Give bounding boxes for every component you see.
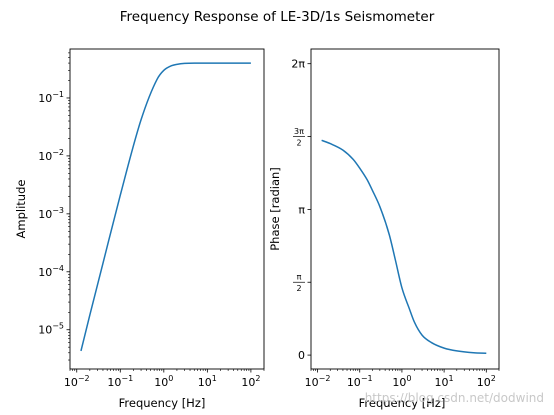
amplitude-plot: 10−2 10−1 100 101 102 10−5 10−4 10−3 10−2 10−1 F… <box>14 48 265 410</box>
svg-text:3π: 3π <box>294 127 304 136</box>
svg-text:π: π <box>297 273 302 282</box>
phase-xtick-label: 10−1 <box>347 374 373 389</box>
amplitude-ytick-labels: 10−5 10−4 10−3 10−2 10−1 <box>38 90 64 337</box>
amplitude-y-axis-label: Amplitude <box>14 180 28 239</box>
amplitude-ytick-label: 10−1 <box>38 90 64 105</box>
svg-text:2: 2 <box>296 139 301 148</box>
phase-series-line <box>321 139 487 354</box>
phase-y-axis-label: Phase [radian] <box>268 167 282 251</box>
phase-xtick-label: 101 <box>435 374 454 389</box>
amplitude-ytick-label: 10−2 <box>38 148 64 163</box>
watermark: https://blog.csdn.net/dodwind <box>365 391 544 405</box>
amplitude-ytick-label: 10−5 <box>38 322 64 337</box>
figure-title: Frequency Response of LE-3D/1s Seismomet… <box>120 9 435 25</box>
phase-x-axis-label: Frequency [Hz] <box>359 396 446 410</box>
phase-xtick-label: 102 <box>477 374 496 389</box>
amplitude-axes-frame <box>69 48 265 370</box>
amplitude-ytick-label: 10−4 <box>38 264 64 279</box>
phase-ytick-label: 3π2 <box>293 127 305 148</box>
amplitude-series-line <box>80 62 251 352</box>
amplitude-xtick-label: 102 <box>241 374 260 389</box>
amplitude-ytick-label: 10−3 <box>38 206 64 221</box>
amplitude-x-axis-label: Frequency [Hz] <box>119 396 206 410</box>
phase-ytick-label: 0 <box>298 349 305 362</box>
phase-ytick-label: π <box>298 203 305 216</box>
amplitude-xtick-label: 100 <box>154 374 173 389</box>
phase-ytick-label: 2π <box>291 58 305 71</box>
phase-ytick-label: π2 <box>293 273 305 293</box>
amplitude-xtick-label: 10−2 <box>64 374 90 389</box>
phase-xtick-label: 100 <box>392 374 411 389</box>
svg-text:2: 2 <box>296 284 301 293</box>
phase-xtick-labels: 10−2 10−1 100 101 102 <box>305 374 496 389</box>
amplitude-xtick-labels: 10−2 10−1 100 101 102 <box>64 374 261 389</box>
phase-axes-frame <box>310 48 500 370</box>
phase-xtick-label: 10−2 <box>305 374 331 389</box>
amplitude-xtick-label: 10−1 <box>107 374 133 389</box>
amplitude-xtick-label: 101 <box>198 374 217 389</box>
